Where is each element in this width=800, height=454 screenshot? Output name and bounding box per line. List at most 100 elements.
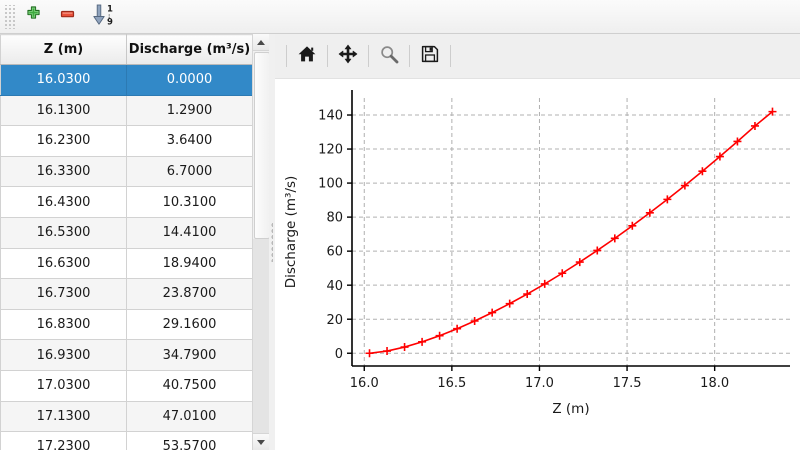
- toolbar-drag-handle[interactable]: [3, 4, 15, 29]
- chevron-down-icon: [257, 439, 265, 445]
- cell-discharge[interactable]: 0.0000: [126, 64, 253, 96]
- table-row[interactable]: 17.2300 53.5700: [0, 431, 253, 450]
- plot-canvas[interactable]: 0 20 40 60 80 100 120 140 16.0 16.5 17.0 17.5 18.0 Z …: [275, 79, 800, 450]
- data-point-marker: [768, 107, 777, 116]
- cell-z[interactable]: 16.6300: [0, 248, 127, 280]
- cell-discharge[interactable]: 40.7500: [126, 370, 253, 402]
- cell-discharge[interactable]: 10.3100: [126, 186, 253, 218]
- svg-text:9: 9: [107, 17, 113, 27]
- column-header-z[interactable]: Z (m): [0, 34, 127, 65]
- data-point-marker: [523, 290, 532, 299]
- table-row[interactable]: 16.2300 3.6400: [0, 125, 253, 157]
- table-header-row: Z (m) Discharge (m³/s): [0, 34, 253, 65]
- cell-z[interactable]: 17.1300: [0, 401, 127, 433]
- cell-discharge[interactable]: 34.7900: [126, 339, 253, 371]
- toolbar-divider: [368, 45, 369, 67]
- y-tick-label: 100: [318, 177, 343, 192]
- cell-discharge[interactable]: 47.0100: [126, 401, 253, 433]
- cell-discharge[interactable]: 1.2900: [126, 95, 253, 127]
- scroll-down-button[interactable]: [253, 433, 269, 450]
- y-tick-label: 40: [326, 279, 343, 294]
- pan-button[interactable]: [331, 41, 365, 71]
- data-point-marker: [400, 343, 409, 352]
- x-tick-label: 17.0: [525, 376, 554, 391]
- toolbar-divider: [409, 45, 410, 67]
- table-row[interactable]: 16.1300 1.2900: [0, 95, 253, 127]
- sort-ascending-button[interactable]: 1 9: [85, 2, 125, 32]
- data-point-marker: [435, 331, 444, 340]
- y-axis-label: Discharge (m³/s): [283, 176, 299, 289]
- series-line: [369, 110, 773, 355]
- table-vertical-scrollbar[interactable]: [252, 34, 270, 450]
- cell-discharge[interactable]: 53.5700: [126, 431, 253, 450]
- cell-discharge[interactable]: 3.6400: [126, 125, 253, 157]
- cell-z[interactable]: 17.2300: [0, 431, 127, 450]
- add-row-button[interactable]: [17, 2, 49, 32]
- data-point-marker: [575, 258, 584, 267]
- table-row[interactable]: 16.9300 34.7900: [0, 339, 253, 371]
- data-point-marker: [628, 221, 637, 230]
- cell-z[interactable]: 17.0300: [0, 370, 127, 402]
- table-row[interactable]: 16.7300 23.8700: [0, 278, 253, 310]
- cell-discharge[interactable]: 29.1600: [126, 309, 253, 341]
- table-row[interactable]: 17.1300 47.0100: [0, 401, 253, 433]
- x-tick-label: 16.5: [437, 376, 466, 391]
- x-tick-label: 17.5: [613, 376, 642, 391]
- home-button[interactable]: [290, 41, 324, 71]
- y-tick-label: 120: [318, 143, 343, 158]
- toolbar-divider: [286, 45, 287, 67]
- cell-discharge[interactable]: 6.7000: [126, 156, 253, 188]
- column-header-discharge[interactable]: Discharge (m³/s): [126, 34, 253, 65]
- data-point-marker: [715, 152, 724, 161]
- table-row[interactable]: 16.6300 18.9400: [0, 248, 253, 280]
- cell-z[interactable]: 16.8300: [0, 309, 127, 341]
- table-body: 16.0300 0.0000 16.1300 1.2900 16.2300 3.6400 1…: [0, 64, 253, 450]
- scrollbar-track[interactable]: [253, 239, 269, 434]
- table-row[interactable]: 16.3300 6.7000: [0, 156, 253, 188]
- table-row[interactable]: 16.4300 10.3100: [0, 186, 253, 218]
- discharge-chart: 0 20 40 60 80 100 120 140 16.0 16.5 17.0 17.5 18.0 Z …: [283, 90, 790, 417]
- main-toolbar: 1 9: [0, 0, 800, 34]
- y-tick-label: 60: [326, 245, 343, 260]
- cell-z[interactable]: 16.2300: [0, 125, 127, 157]
- table-row[interactable]: 16.0300 0.0000: [0, 64, 253, 96]
- data-point-marker: [733, 137, 742, 146]
- data-point-marker: [418, 337, 427, 346]
- data-point-marker: [470, 317, 479, 326]
- table-row[interactable]: 16.8300 29.1600: [0, 309, 253, 341]
- table-row[interactable]: 17.0300 40.7500: [0, 370, 253, 402]
- data-point-marker: [680, 181, 689, 190]
- scrollbar-thumb[interactable]: [254, 52, 270, 239]
- panel-splitter[interactable]: [269, 34, 275, 450]
- cell-discharge[interactable]: 23.8700: [126, 278, 253, 310]
- cell-z[interactable]: 16.9300: [0, 339, 127, 371]
- toolbar-divider: [450, 45, 451, 67]
- data-point-marker: [383, 347, 392, 356]
- plus-icon: [24, 5, 43, 28]
- data-point-marker: [558, 269, 567, 278]
- data-point-marker: [750, 121, 759, 130]
- floppy-disk-icon: [420, 44, 440, 68]
- cell-z[interactable]: 16.1300: [0, 95, 127, 127]
- x-axis-label: Z (m): [552, 401, 589, 417]
- table-row[interactable]: 16.5300 14.4100: [0, 217, 253, 249]
- discharge-table[interactable]: Z (m) Discharge (m³/s) 16.0300 0.0000 16.1…: [0, 34, 253, 450]
- cell-z[interactable]: 16.4300: [0, 186, 127, 218]
- cell-z[interactable]: 16.0300: [0, 64, 127, 96]
- toolbar-divider: [327, 45, 328, 67]
- splitter-grip: [271, 222, 273, 262]
- cell-z[interactable]: 16.3300: [0, 156, 127, 188]
- scroll-up-button[interactable]: [253, 34, 269, 51]
- remove-row-button[interactable]: [51, 2, 83, 32]
- move-arrows-icon: [338, 44, 358, 68]
- plot-panel: 0 20 40 60 80 100 120 140 16.0 16.5 17.0 17.5 18.0 Z …: [275, 34, 800, 450]
- cell-discharge[interactable]: 18.9400: [126, 248, 253, 280]
- y-tick-label: 0: [335, 347, 343, 362]
- sort-ascending-icon: 1 9: [92, 3, 118, 31]
- zoom-button[interactable]: [372, 41, 406, 71]
- cell-z[interactable]: 16.5300: [0, 217, 127, 249]
- cell-z[interactable]: 16.7300: [0, 278, 127, 310]
- save-button[interactable]: [413, 41, 447, 71]
- data-point-marker: [453, 324, 462, 333]
- cell-discharge[interactable]: 14.4100: [126, 217, 253, 249]
